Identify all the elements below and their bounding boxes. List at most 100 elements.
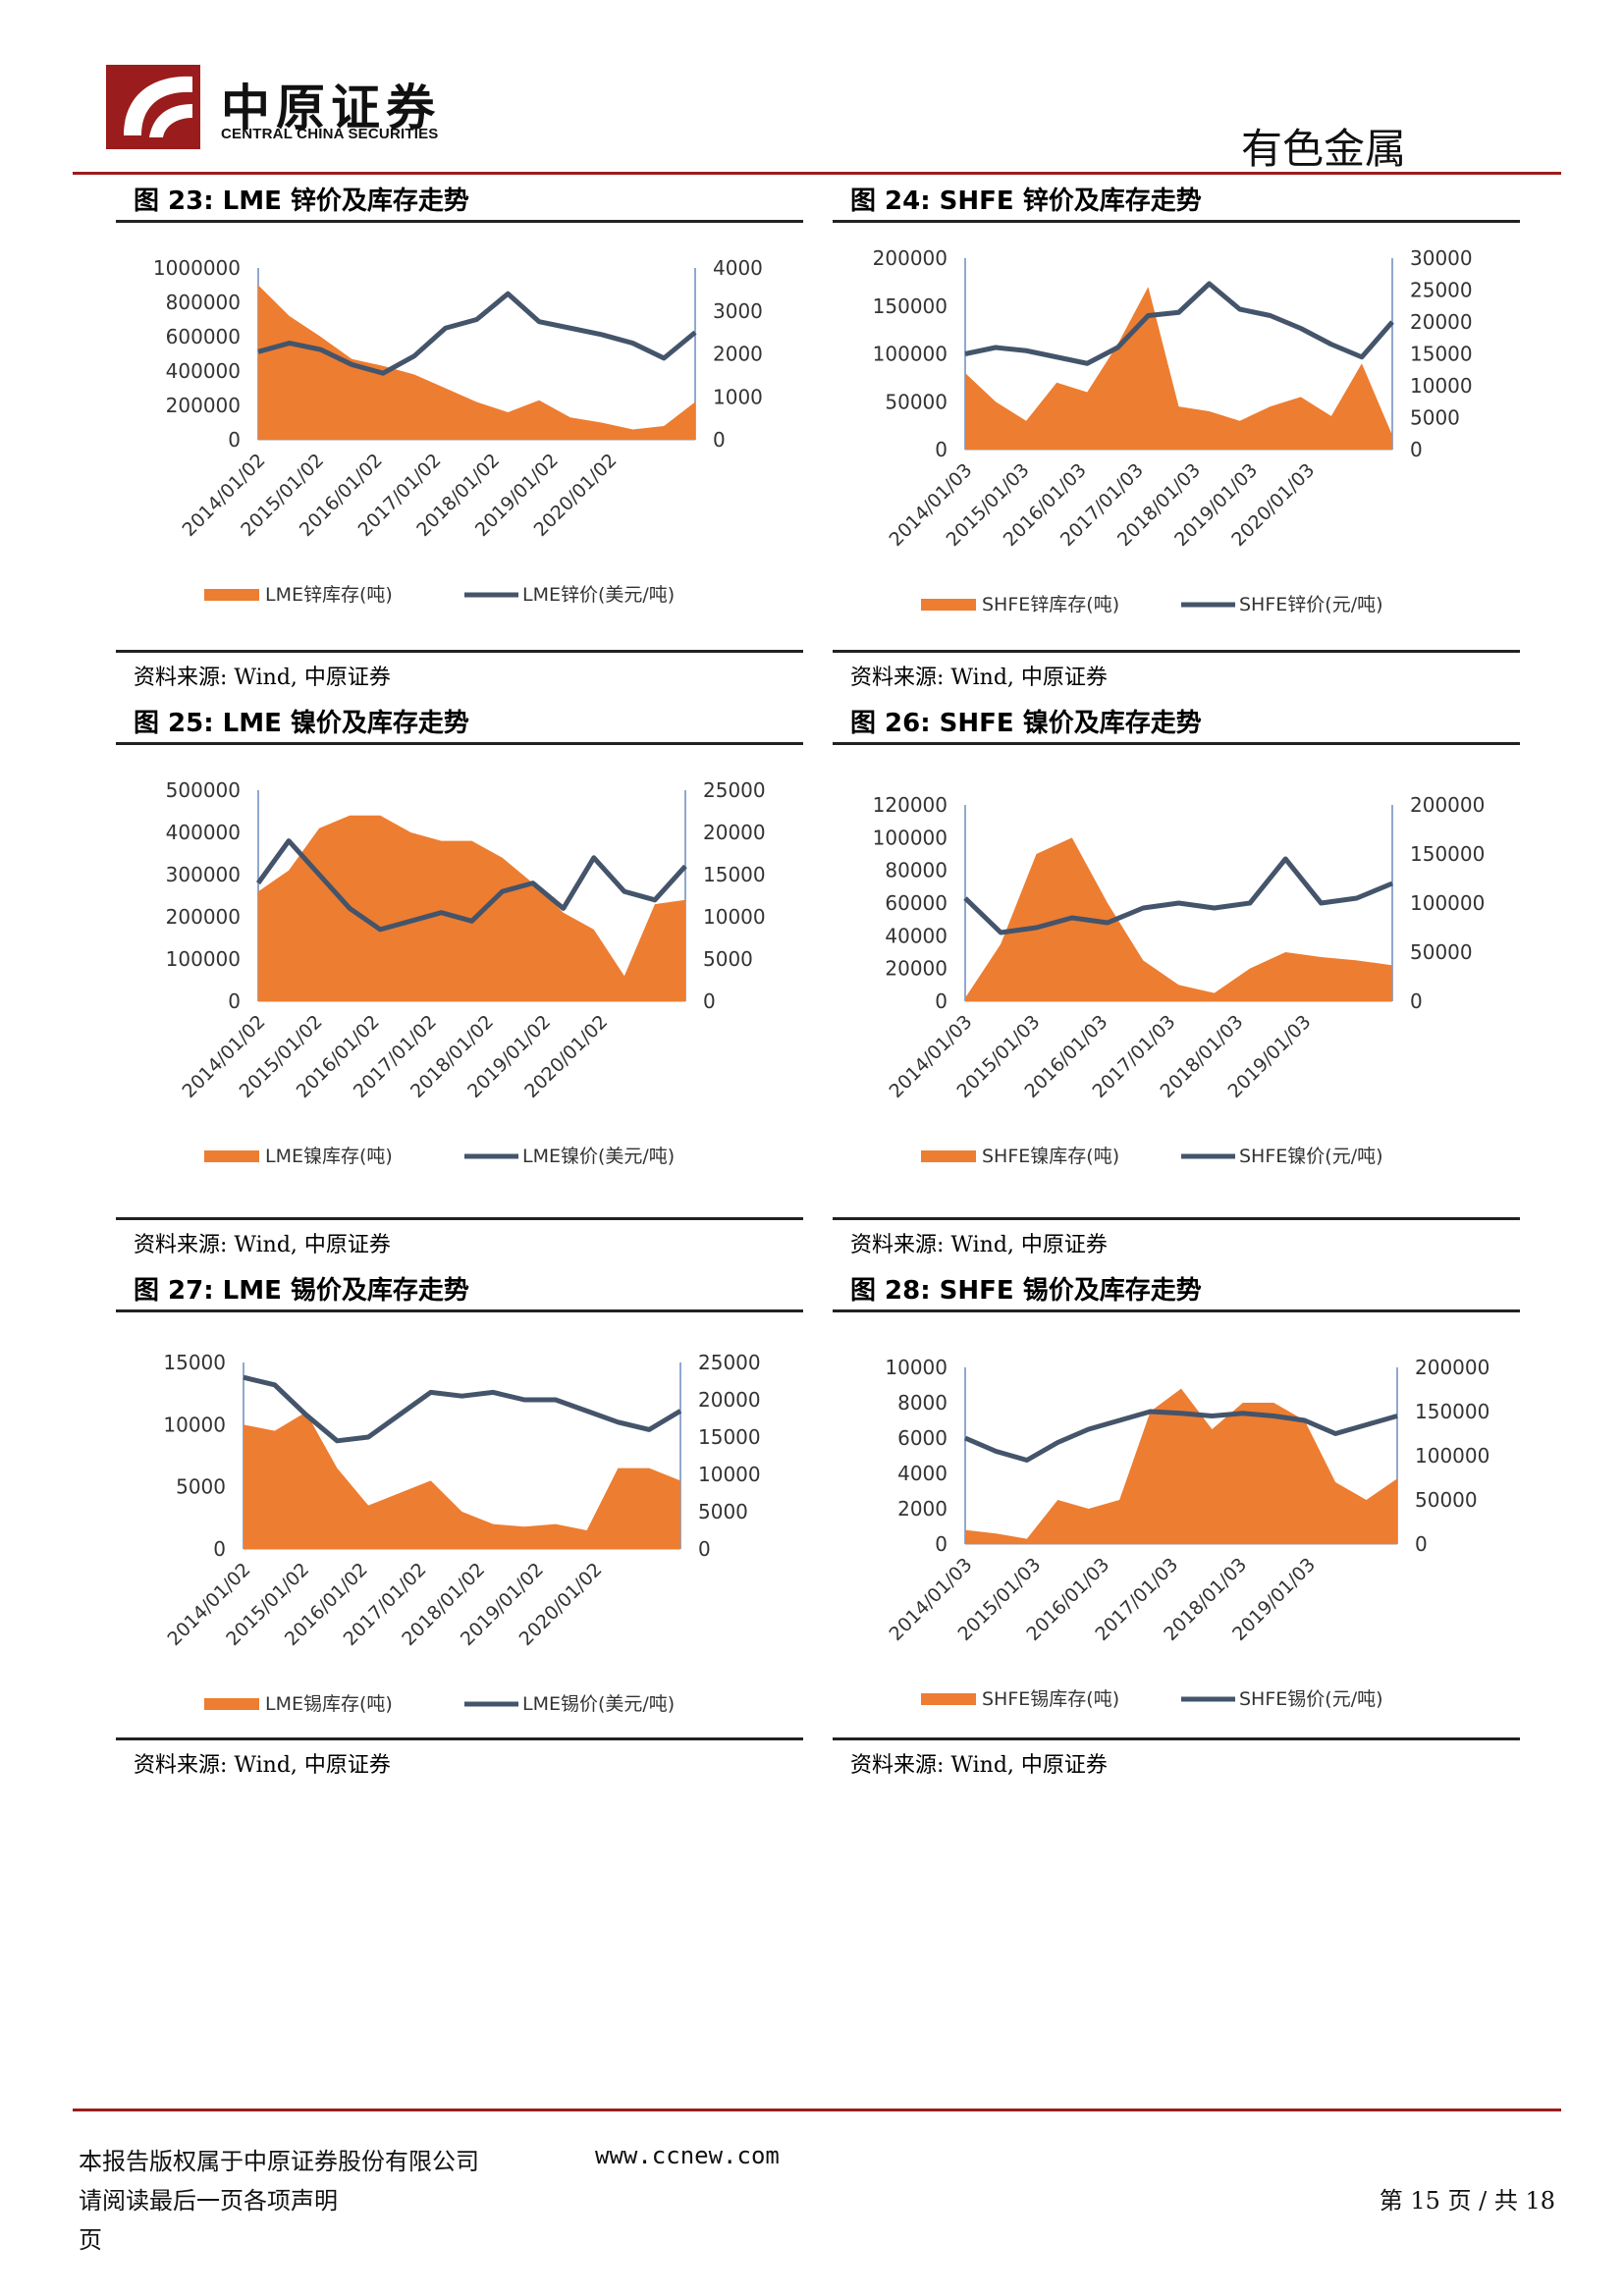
chart-source: 资料来源: Wind, 中原证券 — [134, 1233, 391, 1257]
y-left-tick-label: 150000 — [873, 294, 947, 318]
legend-item-price: SHFE镍价(元/吨) — [1181, 1146, 1383, 1167]
y-right-tick-label: 50000 — [1410, 940, 1473, 964]
price-line — [964, 281, 1394, 366]
legend-item-price: LME锡价(美元/吨) — [464, 1693, 675, 1715]
company-name-en: CENTRAL CHINA SECURITIES — [221, 126, 439, 142]
y-right-tick-label: 1000 — [713, 385, 763, 408]
y-left-tick-label: 500000 — [166, 778, 241, 802]
y-left-tick-label: 8000 — [897, 1391, 947, 1415]
legend-swatch-stock — [921, 1693, 976, 1705]
stock-area — [965, 1388, 1397, 1544]
price-line — [257, 291, 697, 376]
y-left-tick-label: 60000 — [885, 891, 947, 915]
y-right-tick-label: 25000 — [703, 778, 766, 802]
chart-title-rule — [833, 742, 1520, 745]
legend-swatch-stock — [204, 1150, 259, 1162]
y-right-tick-label: 5000 — [698, 1500, 748, 1523]
legend-item-price: SHFE锡价(元/吨) — [1181, 1688, 1383, 1710]
chart-bottom-rule — [833, 650, 1520, 653]
legend-label-stock: SHFE锡库存(吨) — [982, 1688, 1119, 1710]
y-left-tick-label: 4000 — [897, 1462, 947, 1485]
chart-title: 图 26: SHFE 镍价及库存走势 — [850, 709, 1202, 738]
y-left-tick-label: 10000 — [163, 1413, 226, 1436]
legend-item-stock: SHFE锌库存(吨) — [921, 594, 1119, 615]
chart-title: 图 27: LME 锡价及库存走势 — [134, 1276, 469, 1306]
y-right-tick-label: 0 — [703, 989, 716, 1013]
chart-bottom-rule — [833, 1737, 1520, 1740]
legend-item-stock: SHFE锡库存(吨) — [921, 1688, 1119, 1710]
stock-area — [258, 285, 695, 440]
footer-website[interactable]: www.ccnew.com — [595, 2142, 780, 2169]
legend-label-stock: LME锡库存(吨) — [265, 1693, 393, 1715]
y-right-tick-label: 200000 — [1415, 1356, 1489, 1379]
legend-item-stock: LME锡库存(吨) — [204, 1693, 393, 1715]
y-right-tick-label: 2000 — [713, 343, 763, 366]
y-right-tick-label: 0 — [1415, 1532, 1428, 1556]
y-right-tick-label: 200000 — [1410, 793, 1485, 817]
chart-title-rule — [833, 220, 1520, 223]
price-line — [964, 1409, 1398, 1463]
y-left-tick-label: 200000 — [166, 394, 241, 417]
y-right-tick-label: 0 — [698, 1537, 711, 1561]
y-right-tick-label: 0 — [1410, 438, 1423, 461]
chart-source: 资料来源: Wind, 中原证券 — [134, 1753, 391, 1778]
legend-label-stock: SHFE镍库存(吨) — [982, 1146, 1119, 1167]
legend-label-price: LME镍价(美元/吨) — [522, 1146, 675, 1167]
y-right-tick-label: 25000 — [698, 1351, 761, 1374]
price-line — [963, 856, 1393, 935]
y-left-tick-label: 200000 — [166, 905, 241, 929]
stock-area — [965, 287, 1392, 450]
y-left-tick-label: 0 — [935, 1532, 947, 1556]
chart-figure: 0200040006000800010000050000100000150000… — [885, 1356, 1489, 1710]
legend-label-price: SHFE锡价(元/吨) — [1239, 1688, 1383, 1710]
legend-swatch-stock — [204, 589, 259, 601]
chart-bottom-rule — [116, 1737, 803, 1740]
stock-area — [244, 1412, 680, 1549]
y-right-tick-label: 15000 — [703, 863, 766, 886]
header-divider — [73, 172, 1561, 175]
chart-source: 资料来源: Wind, 中原证券 — [850, 666, 1108, 690]
footer-page-info: 第 15 页 / 共 18 — [1379, 2187, 1555, 2215]
y-left-tick-label: 100000 — [166, 947, 241, 971]
chart-title: 图 24: SHFE 锌价及库存走势 — [850, 187, 1202, 216]
y-left-tick-label: 50000 — [885, 390, 947, 413]
legend-swatch-stock — [921, 599, 976, 611]
y-right-tick-label: 4000 — [713, 256, 763, 280]
stock-area — [258, 815, 685, 1001]
y-left-tick-label: 100000 — [873, 343, 947, 366]
chart-title: 图 25: LME 镍价及库存走势 — [134, 709, 469, 738]
y-right-tick-label: 30000 — [1410, 246, 1473, 270]
legend-label-price: SHFE锌价(元/吨) — [1239, 594, 1383, 615]
y-right-tick-label: 15000 — [1410, 343, 1473, 366]
y-right-tick-label: 20000 — [1410, 310, 1473, 334]
report-section-title: 有色金属 — [1240, 125, 1406, 173]
chart-figure: 0 200000 400000 600000 800000 1000000 0 1000 200… — [153, 256, 763, 606]
y-left-tick-label: 2000 — [897, 1497, 947, 1521]
footer-divider — [73, 2109, 1561, 2111]
y-right-tick-label: 50000 — [1415, 1488, 1478, 1512]
footer-page-word: 页 — [79, 2226, 102, 2254]
chart-source: 资料来源: Wind, 中原证券 — [850, 1233, 1108, 1257]
footer-disclaimer: 请阅读最后一页各项声明 — [79, 2187, 338, 2215]
y-left-tick-label: 15000 — [163, 1351, 226, 1374]
chart-bottom-rule — [116, 650, 803, 653]
y-right-tick-label: 20000 — [698, 1388, 761, 1412]
chart-source: 资料来源: Wind, 中原证券 — [134, 666, 391, 690]
legend-label-price: LME锡价(美元/吨) — [522, 1693, 675, 1715]
chart-title-rule — [116, 220, 803, 223]
y-left-tick-label: 400000 — [166, 359, 241, 383]
y-left-tick-label: 0 — [228, 989, 241, 1013]
chart-title-rule — [116, 742, 803, 745]
legend-item-price: LME锌价(美元/吨) — [464, 584, 675, 606]
y-left-tick-label: 5000 — [176, 1475, 226, 1499]
legend-label-stock: LME锌库存(吨) — [265, 584, 393, 606]
company-logo — [106, 65, 200, 149]
y-right-tick-label: 20000 — [703, 821, 766, 844]
y-left-tick-label: 200000 — [873, 246, 947, 270]
legend-swatch-stock — [921, 1150, 976, 1162]
y-right-tick-label: 5000 — [703, 947, 753, 971]
y-left-tick-label: 0 — [935, 989, 947, 1013]
stock-area — [965, 837, 1392, 1001]
price-line — [255, 838, 687, 933]
y-left-tick-label: 1000000 — [153, 256, 241, 280]
